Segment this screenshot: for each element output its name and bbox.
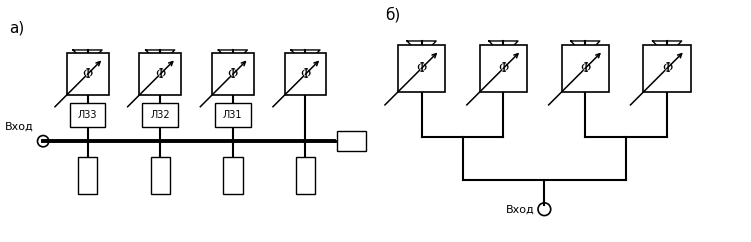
Bar xyxy=(296,157,315,195)
Text: Φ: Φ xyxy=(228,68,238,81)
Text: Φ: Φ xyxy=(300,68,311,81)
Bar xyxy=(223,157,243,195)
Bar xyxy=(644,45,691,92)
Bar xyxy=(139,53,181,95)
Bar xyxy=(337,131,366,151)
Bar xyxy=(398,45,445,92)
Text: Φ: Φ xyxy=(155,68,165,81)
Text: Φ: Φ xyxy=(498,62,508,75)
Bar xyxy=(143,103,178,128)
Bar xyxy=(212,53,254,95)
Bar xyxy=(562,45,609,92)
Text: Φ: Φ xyxy=(416,62,427,75)
Bar xyxy=(78,157,97,195)
Bar xyxy=(285,53,327,95)
Text: Вход: Вход xyxy=(5,121,33,131)
Text: Φ: Φ xyxy=(83,68,92,81)
Bar xyxy=(70,103,105,128)
Bar xyxy=(215,103,251,128)
Bar xyxy=(480,45,527,92)
Text: Л33: Л33 xyxy=(78,110,98,120)
Text: Вход: Вход xyxy=(506,204,535,214)
Text: Л32: Л32 xyxy=(150,110,170,120)
Text: а): а) xyxy=(9,20,25,35)
Bar xyxy=(67,53,109,95)
Text: Φ: Φ xyxy=(580,62,590,75)
Bar xyxy=(150,157,170,195)
Text: б): б) xyxy=(385,7,400,23)
Text: Φ: Φ xyxy=(662,62,672,75)
Text: Л31: Л31 xyxy=(223,110,243,120)
